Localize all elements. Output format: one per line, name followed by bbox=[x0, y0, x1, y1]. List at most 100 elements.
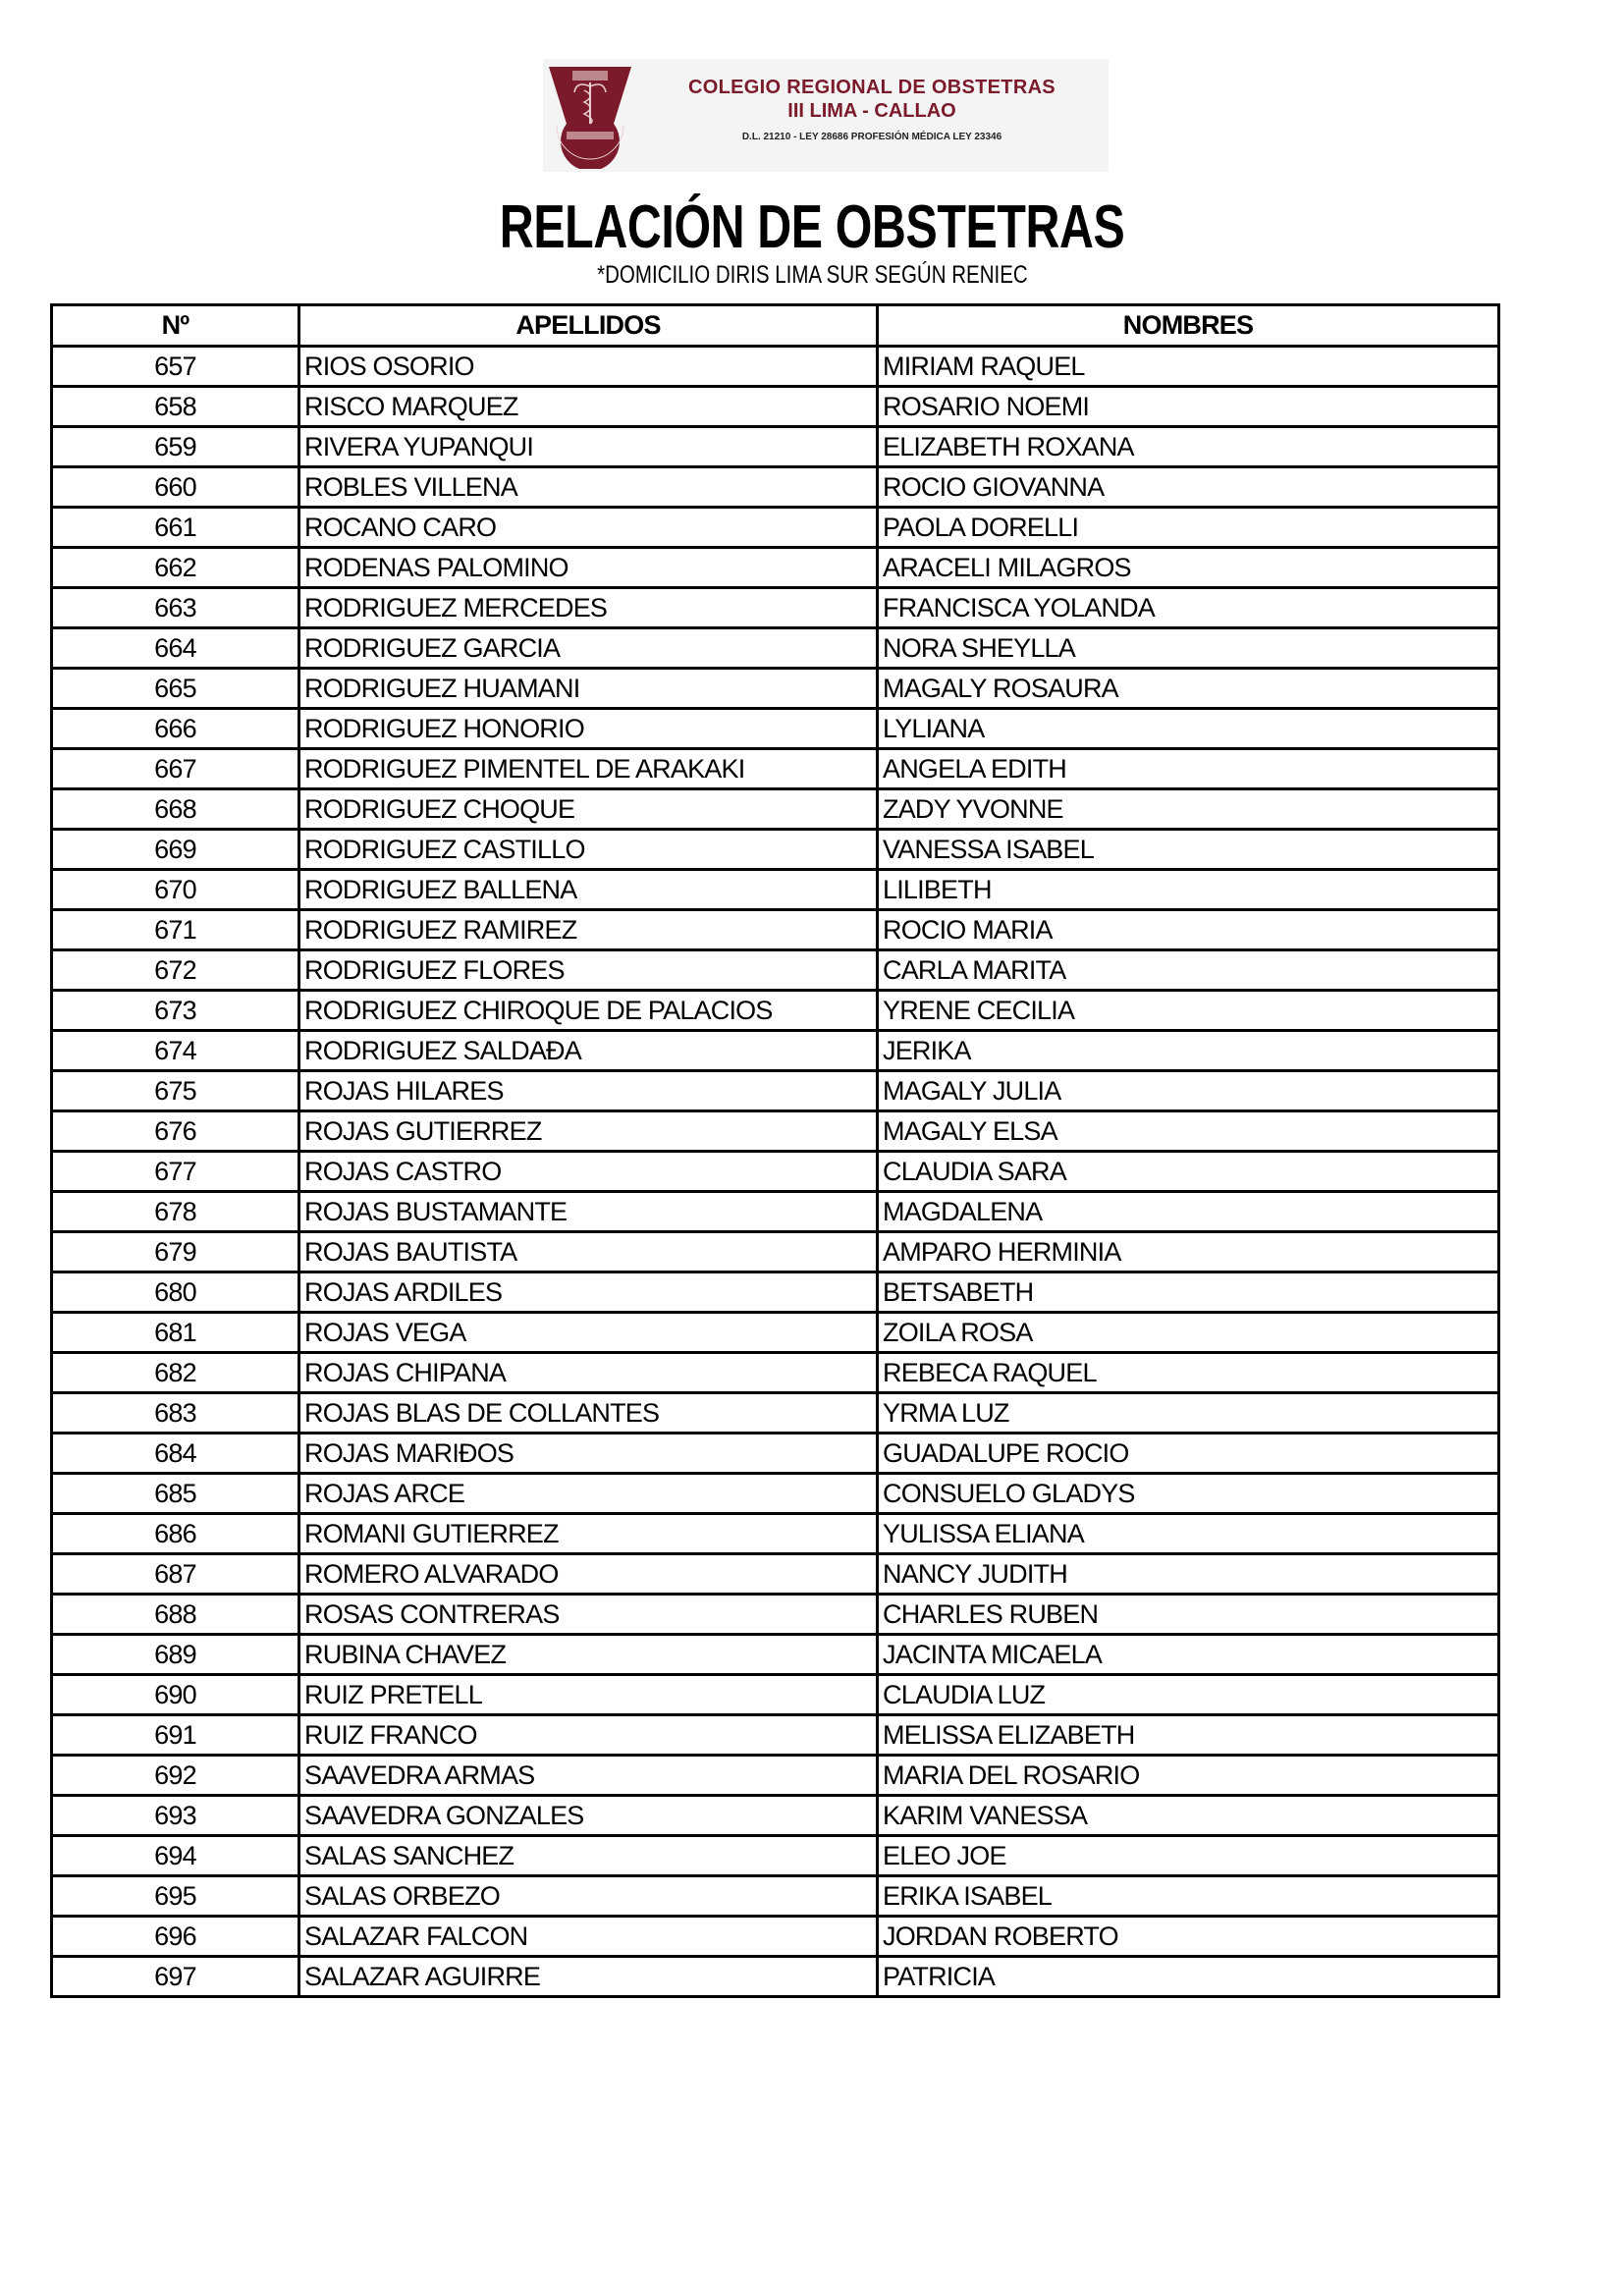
cell-number: 694 bbox=[50, 1834, 300, 1877]
table-row: 695 SALAS ORBEZO ERIKA ISABEL bbox=[50, 1874, 1500, 1918]
cell-nombres: JACINTA MICAELA bbox=[876, 1633, 1500, 1676]
cell-nombres: MAGALY ELSA bbox=[876, 1109, 1500, 1153]
cell-number: 683 bbox=[50, 1391, 300, 1434]
cell-number: 667 bbox=[50, 747, 300, 790]
table-row: 672 RODRIGUEZ FLORES CARLA MARITA bbox=[50, 948, 1500, 992]
table-row: 686 ROMANI GUTIERREZ YULISSA ELIANA bbox=[50, 1512, 1500, 1555]
table-row: 665 RODRIGUEZ HUAMANI MAGALY ROSAURA bbox=[50, 667, 1500, 710]
cell-nombres: ERIKA ISABEL bbox=[876, 1874, 1500, 1918]
cell-number: 690 bbox=[50, 1673, 300, 1716]
cell-number: 666 bbox=[50, 707, 300, 750]
table-row: 657 RIOS OSORIO MIRIAM RAQUEL bbox=[50, 345, 1500, 388]
table-row: 666 RODRIGUEZ HONORIO LYLIANA bbox=[50, 707, 1500, 750]
cell-apellidos: ROJAS ARCE bbox=[298, 1472, 879, 1515]
table-row: 687 ROMERO ALVARADO NANCY JUDITH bbox=[50, 1552, 1500, 1596]
cell-number: 662 bbox=[50, 546, 300, 589]
cell-apellidos: RODRIGUEZ SALDAĐA bbox=[298, 1029, 879, 1072]
cell-number: 669 bbox=[50, 828, 300, 871]
cell-apellidos: ROJAS HILARES bbox=[298, 1069, 879, 1112]
table-row: 683 ROJAS BLAS DE COLLANTES YRMA LUZ bbox=[50, 1391, 1500, 1434]
cell-nombres: NANCY JUDITH bbox=[876, 1552, 1500, 1596]
cell-apellidos: SALAS SANCHEZ bbox=[298, 1834, 879, 1877]
cell-nombres: YRENE CECILIA bbox=[876, 989, 1500, 1032]
cell-nombres: MAGDALENA bbox=[876, 1190, 1500, 1233]
cell-nombres: MAGALY JULIA bbox=[876, 1069, 1500, 1112]
cell-number: 696 bbox=[50, 1915, 300, 1958]
cell-apellidos: RODRIGUEZ PIMENTEL DE ARAKAKI bbox=[298, 747, 879, 790]
column-header-nombres: NOMBRES bbox=[876, 303, 1500, 348]
cell-number: 671 bbox=[50, 908, 300, 951]
cell-nombres: BETSABETH bbox=[876, 1271, 1500, 1314]
cell-number: 661 bbox=[50, 506, 300, 549]
cell-nombres: KARIM VANESSA bbox=[876, 1794, 1500, 1837]
obstetras-table: Nº APELLIDOS NOMBRES 657 RIOS OSORIO MIRIA… bbox=[50, 303, 1500, 1998]
cell-number: 677 bbox=[50, 1150, 300, 1193]
cell-number: 680 bbox=[50, 1271, 300, 1314]
table-row: 692 SAAVEDRA ARMAS MARIA DEL ROSARIO bbox=[50, 1754, 1500, 1797]
college-logo: COLEGIO REGIONAL DE OBSTETRAS III LIMA -… bbox=[543, 59, 1109, 172]
cell-nombres: ROCIO MARIA bbox=[876, 908, 1500, 951]
page-title: RELACIÓN DE OBSTETRAS bbox=[499, 193, 1125, 261]
table-row: 697 SALAZAR AGUIRRE PATRICIA bbox=[50, 1955, 1500, 1998]
table-row: 664 RODRIGUEZ GARCIA NORA SHEYLLA bbox=[50, 626, 1500, 670]
cell-number: 692 bbox=[50, 1754, 300, 1797]
cell-nombres: ZOILA ROSA bbox=[876, 1311, 1500, 1354]
cell-number: 695 bbox=[50, 1874, 300, 1918]
cell-number: 659 bbox=[50, 425, 300, 468]
cell-apellidos: ROJAS BUSTAMANTE bbox=[298, 1190, 879, 1233]
cell-nombres: REBECA RAQUEL bbox=[876, 1351, 1500, 1394]
table-row: 662 RODENAS PALOMINO ARACELI MILAGROS bbox=[50, 546, 1500, 589]
cell-apellidos: RODRIGUEZ MERCEDES bbox=[298, 586, 879, 629]
table-row: 663 RODRIGUEZ MERCEDES FRANCISCA YOLANDA bbox=[50, 586, 1500, 629]
cell-number: 663 bbox=[50, 586, 300, 629]
table-row: 669 RODRIGUEZ CASTILLO VANESSA ISABEL bbox=[50, 828, 1500, 871]
cell-number: 691 bbox=[50, 1713, 300, 1757]
cell-number: 658 bbox=[50, 385, 300, 428]
logo-line-3: D.L. 21210 - LEY 28686 PROFESIÓN MÉDICA … bbox=[741, 132, 1002, 142]
cell-apellidos: ROJAS ARDILES bbox=[298, 1271, 879, 1314]
cell-apellidos: ROJAS VEGA bbox=[298, 1311, 879, 1354]
cell-number: 678 bbox=[50, 1190, 300, 1233]
cell-apellidos: RISCO MARQUEZ bbox=[298, 385, 879, 428]
cell-number: 665 bbox=[50, 667, 300, 710]
cell-nombres: ARACELI MILAGROS bbox=[876, 546, 1500, 589]
cell-nombres: CONSUELO GLADYS bbox=[876, 1472, 1500, 1515]
cell-apellidos: RODRIGUEZ HONORIO bbox=[298, 707, 879, 750]
table-row: 684 ROJAS MARIĐOS GUADALUPE ROCIO bbox=[50, 1432, 1500, 1475]
table-row: 674 RODRIGUEZ SALDAĐA JERIKA bbox=[50, 1029, 1500, 1072]
cell-nombres: YRMA LUZ bbox=[876, 1391, 1500, 1434]
table-row: 661 ROCANO CARO PAOLA DORELLI bbox=[50, 506, 1500, 549]
cell-nombres: MARIA DEL ROSARIO bbox=[876, 1754, 1500, 1797]
cell-apellidos: SAAVEDRA ARMAS bbox=[298, 1754, 879, 1797]
table-row: 688 ROSAS CONTRERAS CHARLES RUBEN bbox=[50, 1593, 1500, 1636]
cell-number: 697 bbox=[50, 1955, 300, 1998]
cell-nombres: AMPARO HERMINIA bbox=[876, 1230, 1500, 1273]
cell-apellidos: RODRIGUEZ GARCIA bbox=[298, 626, 879, 670]
table-row: 682 ROJAS CHIPANA REBECA RAQUEL bbox=[50, 1351, 1500, 1394]
table-row: 675 ROJAS HILARES MAGALY JULIA bbox=[50, 1069, 1500, 1112]
cell-apellidos: RODRIGUEZ RAMIREZ bbox=[298, 908, 879, 951]
cell-number: 682 bbox=[50, 1351, 300, 1394]
cell-nombres: LILIBETH bbox=[876, 868, 1500, 911]
table-row: 680 ROJAS ARDILES BETSABETH bbox=[50, 1271, 1500, 1314]
cell-apellidos: RODENAS PALOMINO bbox=[298, 546, 879, 589]
table-row: 658 RISCO MARQUEZ ROSARIO NOEMI bbox=[50, 385, 1500, 428]
cell-nombres: PAOLA DORELLI bbox=[876, 506, 1500, 549]
cell-apellidos: SALAS ORBEZO bbox=[298, 1874, 879, 1918]
cell-nombres: ANGELA EDITH bbox=[876, 747, 1500, 790]
cell-number: 676 bbox=[50, 1109, 300, 1153]
table-row: 685 ROJAS ARCE CONSUELO GLADYS bbox=[50, 1472, 1500, 1515]
cell-nombres: LYLIANA bbox=[876, 707, 1500, 750]
cell-nombres: MAGALY ROSAURA bbox=[876, 667, 1500, 710]
table-row: 677 ROJAS CASTRO CLAUDIA SARA bbox=[50, 1150, 1500, 1193]
cell-nombres: VANESSA ISABEL bbox=[876, 828, 1500, 871]
cell-nombres: CLAUDIA SARA bbox=[876, 1150, 1500, 1193]
cell-number: 660 bbox=[50, 465, 300, 509]
table-row: 691 RUIZ FRANCO MELISSA ELIZABETH bbox=[50, 1713, 1500, 1757]
table-row: 673 RODRIGUEZ CHIROQUE DE PALACIOS YRENE C… bbox=[50, 989, 1500, 1032]
cell-number: 689 bbox=[50, 1633, 300, 1676]
table-row: 696 SALAZAR FALCON JORDAN ROBERTO bbox=[50, 1915, 1500, 1958]
cell-nombres: PATRICIA bbox=[876, 1955, 1500, 1998]
cell-nombres: JORDAN ROBERTO bbox=[876, 1915, 1500, 1958]
